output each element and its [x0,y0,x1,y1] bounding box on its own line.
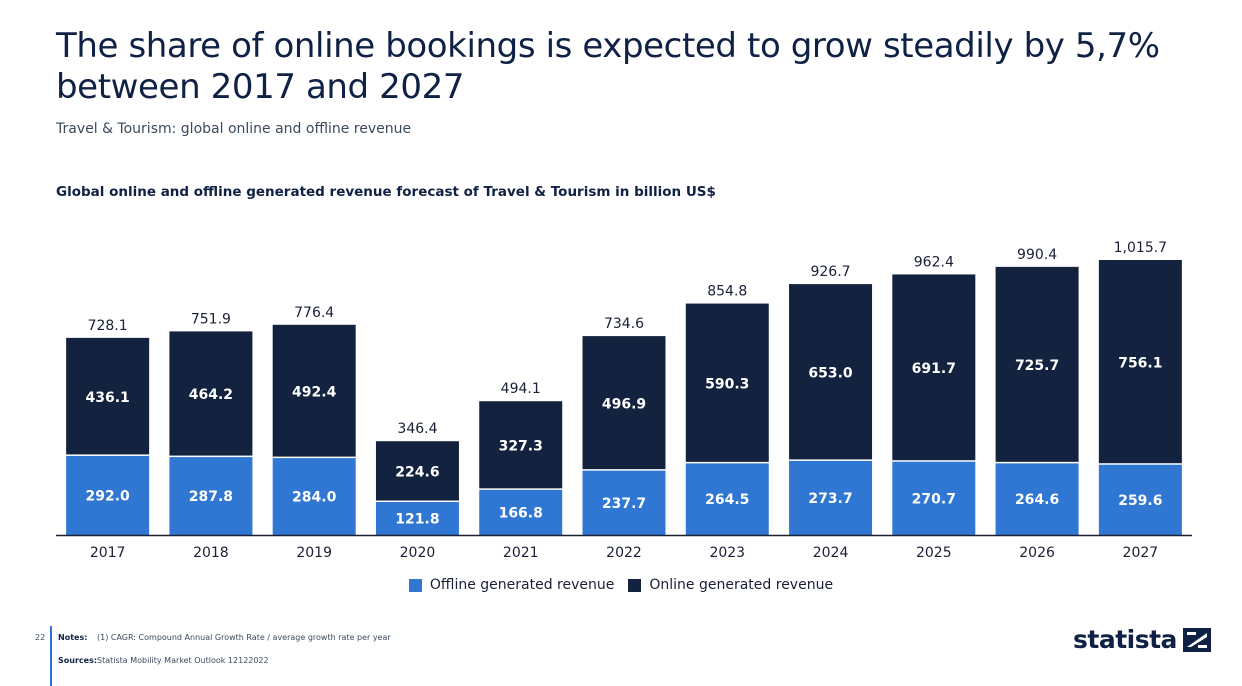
total-label-2019: 776.4 [294,305,334,321]
statista-logo-icon [1182,627,1211,652]
total-label-2025: 962.4 [914,254,954,270]
x-tick-label-2021: 2021 [503,545,539,561]
total-label-2023: 854.8 [707,284,747,300]
x-tick-label-2023: 2023 [709,545,745,561]
data-label-offline-2024: 273.7 [808,491,852,507]
data-label-offline-2019: 284.0 [292,490,337,506]
bar-online-2017 [66,337,150,455]
x-tick-label-2025: 2025 [916,545,952,561]
bar-online-2027 [1098,260,1182,464]
bar-online-2026 [995,266,1079,462]
bar-offline-2020 [375,502,459,535]
total-label-2020: 346.4 [397,421,437,437]
data-label-online-2017: 436.1 [85,390,129,406]
chart-legend: Offline generated revenue Online generat… [0,577,1242,593]
bar-offline-2018 [169,457,253,535]
bar-offline-2023 [685,463,769,535]
bar-online-2019 [272,324,356,457]
x-tick-label-2019: 2019 [296,545,332,561]
legend-swatch-offline [408,578,422,592]
footer-divider [50,626,52,686]
bar-online-2021 [479,401,563,489]
data-label-online-2021: 327.3 [499,439,543,455]
data-label-offline-2021: 166.8 [499,505,543,521]
total-label-2021: 494.1 [501,381,541,397]
bar-offline-2017 [66,455,150,535]
x-tick-label-2026: 2026 [1019,545,1055,561]
data-label-offline-2027: 259.6 [1118,493,1162,509]
data-label-offline-2025: 270.7 [912,491,956,507]
bar-offline-2027 [1098,464,1182,535]
data-label-online-2024: 653.0 [808,365,853,381]
data-label-online-2026: 725.7 [1015,358,1059,374]
total-label-2024: 926.7 [810,264,850,280]
subheadline: Travel & Tourism: global online and offl… [56,121,412,137]
x-tick-label-2024: 2024 [813,545,849,561]
legend-swatch-online [628,578,642,592]
data-label-online-2018: 464.2 [189,387,233,403]
data-label-offline-2018: 287.8 [189,489,233,505]
data-label-online-2022: 496.9 [602,396,646,412]
data-label-online-2023: 590.3 [705,376,749,392]
total-label-2026: 990.4 [1017,247,1057,263]
bar-offline-2019 [272,458,356,535]
data-label-offline-2022: 237.7 [602,496,646,512]
sources-text: Statista Mobility Market Outlook 1212202… [97,656,269,665]
sources-label: Sources: [58,656,98,665]
legend-item-online[interactable]: Online generated revenue [628,577,833,593]
bar-online-2022 [582,336,666,470]
data-label-offline-2017: 292.0 [85,488,130,504]
bar-offline-2021 [479,489,563,535]
bar-online-2024 [789,284,873,460]
bar-online-2018 [169,331,253,456]
total-label-2017: 728.1 [88,318,128,334]
x-tick-label-2022: 2022 [606,545,642,561]
legend-label-online: Online generated revenue [649,577,834,593]
notes-text: (1) CAGR: Compound Annual Growth Rate / … [97,633,391,642]
statista-logo[interactable]: statista [1073,625,1211,654]
x-tick-label-2027: 2027 [1123,545,1159,561]
data-label-offline-2023: 264.5 [705,492,749,508]
logo-wordmark: statista [1073,625,1177,654]
bar-online-2025 [892,274,976,461]
bar-offline-2024 [789,460,873,535]
bar-online-2020 [375,441,459,501]
data-label-online-2019: 492.4 [292,384,337,400]
data-label-online-2020: 224.6 [395,465,439,481]
bar-online-2023 [685,303,769,462]
data-label-offline-2020: 121.8 [395,512,439,528]
total-label-2027: 1,015.7 [1114,240,1167,256]
legend-item-offline[interactable]: Offline generated revenue [408,577,615,593]
data-label-online-2027: 756.1 [1118,355,1162,371]
bar-offline-2022 [582,470,666,535]
x-tick-label-2017: 2017 [90,545,126,561]
data-label-online-2025: 691.7 [912,361,956,377]
x-tick-label-2020: 2020 [400,545,436,561]
headline: The share of online bookings is expected… [56,26,1160,107]
chart-title: Global online and offline generated reve… [56,184,716,200]
legend-label-offline: Offline generated revenue [429,577,615,593]
bar-offline-2026 [995,463,1079,535]
total-label-2022: 734.6 [604,316,644,332]
page-number: 22 [35,633,46,642]
x-tick-label-2018: 2018 [193,545,229,561]
data-label-offline-2026: 264.6 [1015,492,1059,508]
bar-offline-2025 [892,461,976,535]
total-label-2018: 751.9 [191,311,231,327]
notes-label: Notes: [58,633,88,642]
